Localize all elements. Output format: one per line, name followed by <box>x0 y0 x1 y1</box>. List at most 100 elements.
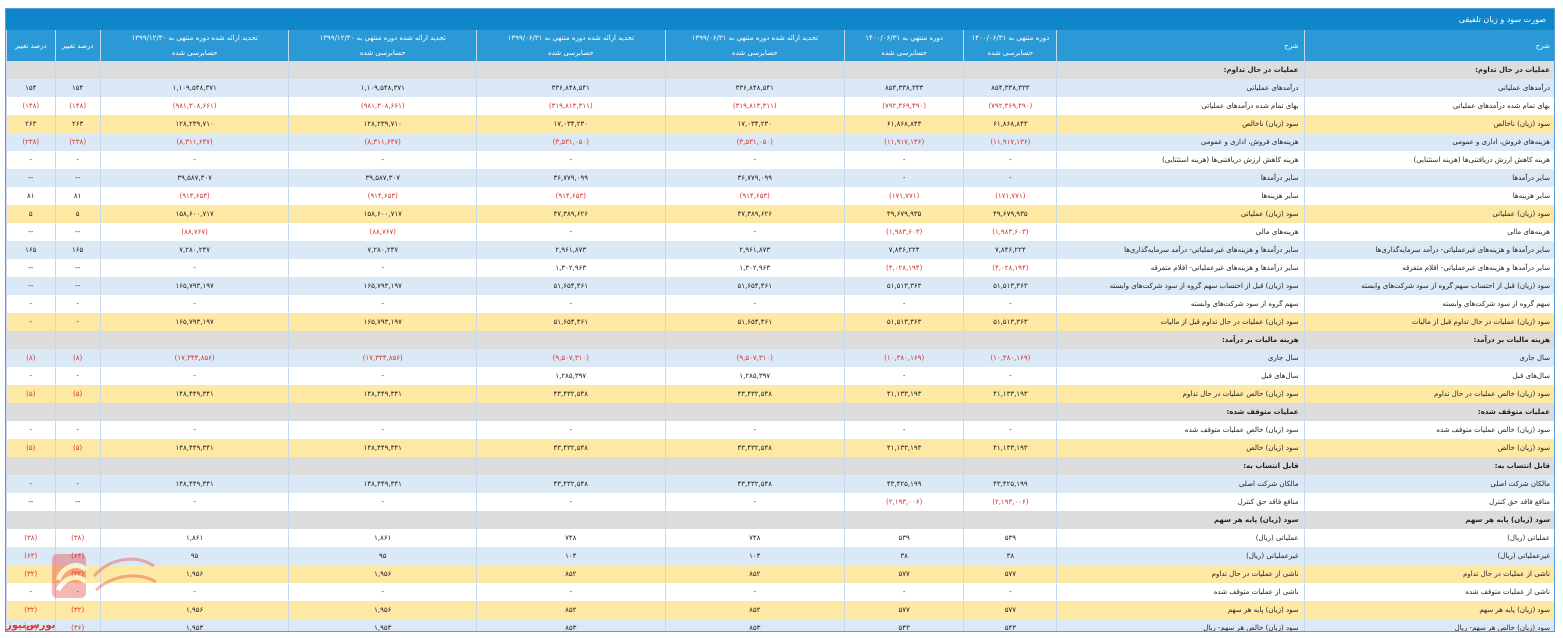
value-cell: - <box>288 295 477 313</box>
row-label-secondary: سایر هزینه‌ها <box>1056 187 1305 205</box>
change-pct-cell: (۵) <box>6 385 56 403</box>
value-cell <box>664 457 845 475</box>
row-label-secondary: سود (زیان) عملیات در حال تداوم قبل از ما… <box>1056 313 1305 331</box>
row-label-secondary: عملیات در حال تداوم: <box>1056 61 1305 79</box>
value-cell: ۴۳,۴۳۲,۵۴۸ <box>476 475 666 493</box>
table-row: سایر درآمدها و هزینه‌های غیرعملیاتی- اقل… <box>6 259 1554 277</box>
value-cell: (۸۸,۷۶۷) <box>288 223 477 241</box>
value-cell: ۹۵ <box>288 547 477 565</box>
change-pct-cell <box>6 457 56 475</box>
value-cell: - <box>664 583 845 601</box>
row-label: سود (زیان) پایه هر سهم <box>1303 511 1554 529</box>
value-cell: (۱۱,۹۱۷,۱۳۶) <box>963 133 1058 151</box>
value-cell <box>476 511 666 529</box>
change-pct-cell <box>6 331 56 349</box>
value-cell <box>99 403 290 421</box>
value-cell: - <box>288 259 477 277</box>
value-cell: ۵۳۹ <box>843 529 965 547</box>
value-cell: ۶۱,۸۶۸,۸۴۳ <box>963 115 1058 133</box>
value-cell: ۴۳,۴۳۲,۵۴۸ <box>664 385 845 403</box>
value-cell: - <box>963 151 1058 169</box>
value-cell: (۱۰,۳۸۰,۱۶۹) <box>843 349 965 367</box>
table-row: سود (زیان) پایه هر سهم سود (زیان) پایه هر… <box>6 511 1554 529</box>
change-pct-cell <box>54 457 101 475</box>
value-cell: ۸۵۲ <box>664 565 845 583</box>
value-cell: ۱۶۵,۷۹۳,۱۹۷ <box>288 313 477 331</box>
row-label-secondary: سود (زیان) قبل از احتساب سهم گروه از سود… <box>1056 277 1305 295</box>
value-cell: (۲,۱۹۳,۰۰۶) <box>843 493 965 511</box>
value-cell: (۱۷,۳۴۴,۸۵۶) <box>99 349 290 367</box>
value-cell: ۴۳,۴۲۵,۱۹۹ <box>843 475 965 493</box>
value-cell: ۸۵۲ <box>476 565 666 583</box>
value-cell: ۱۲۸,۲۳۹,۷۱۰ <box>99 115 290 133</box>
row-label-secondary: سایر درآمدها و هزینه‌های غیرعملیاتی- درآ… <box>1056 241 1305 259</box>
column-header-period: تجدید ارائه شده دوره منتهی به ۱۳۹۹/۰۶/۳۱ <box>664 30 845 46</box>
value-cell <box>288 403 477 421</box>
value-cell: ۴۳,۴۳۲,۵۴۸ <box>476 385 666 403</box>
value-cell: ۳۳۶,۸۴۸,۵۴۱ <box>476 79 666 97</box>
row-label-secondary: سود (زیان) عملیاتی <box>1056 205 1305 223</box>
table-row: سود (زیان) خالص عملیات متوقف شده سود (زیا… <box>6 421 1554 439</box>
change-pct-cell: - <box>54 583 101 601</box>
change-pct-cell: -- <box>6 223 56 241</box>
value-cell: ۵۱,۶۵۴,۴۶۱ <box>664 277 845 295</box>
value-cell: (۱,۹۸۳,۶۰۳) <box>963 223 1058 241</box>
value-cell: (۲,۱۹۳,۰۰۶) <box>963 493 1058 511</box>
value-cell: ۵۱,۶۵۴,۴۶۱ <box>476 277 666 295</box>
row-label-secondary: هزینه کاهش ارزش دریافتنی‌ها (هزینه استثن… <box>1056 151 1305 169</box>
value-cell: ۳۸ <box>843 547 965 565</box>
change-pct-cell: (۱۴۸) <box>54 97 101 115</box>
value-cell: ۱,۸۶۱ <box>288 529 477 547</box>
change-pct-cell: - <box>6 475 56 493</box>
header-audit-row: حسابرسی شده حسابرسی شده حسابرسی شده حساب… <box>7 46 1555 61</box>
audit-status: حسابرسی شده <box>843 46 965 61</box>
table-row: سود (زیان) عملیاتی سود (زیان) عملیاتی ۴۹,۶… <box>6 205 1554 223</box>
table-row: سایر درآمدها سایر درآمدها - -۳۶,۷۷۹,۰۹۹ ۳۶,۷… <box>6 169 1554 187</box>
value-cell: ۵۴۳ <box>843 619 965 631</box>
row-label: سایر درآمدها و هزینه‌های غیرعملیاتی- اقل… <box>1303 259 1554 277</box>
value-cell: - <box>843 169 965 187</box>
row-label: سود (زیان) قبل از احتساب سهم گروه از سود… <box>1303 277 1554 295</box>
row-label-secondary: سود (زیان) پایه هر سهم <box>1056 601 1305 619</box>
value-cell: (۷۹۲,۴۶۹,۴۹۰) <box>843 97 965 115</box>
value-cell: (۱۰,۳۸۰,۱۶۹) <box>963 349 1058 367</box>
value-cell: ۱,۹۵۶ <box>288 565 477 583</box>
row-label-secondary: منافع فاقد حق کنترل <box>1056 493 1305 511</box>
value-cell: - <box>476 421 666 439</box>
value-cell <box>476 61 666 79</box>
value-cell: ۴۷,۳۸۹,۶۲۶ <box>476 205 666 223</box>
value-cell: - <box>843 151 965 169</box>
value-cell: ۱۶۵,۷۹۳,۱۹۷ <box>99 313 290 331</box>
column-header-period: دوره منتهی به ۱۴۰۰/۰۶/۳۱ <box>963 30 1058 46</box>
row-label: سود (زیان) عملیات در حال تداوم قبل از ما… <box>1303 313 1554 331</box>
row-label-secondary: هزینه‌های مالی <box>1056 223 1305 241</box>
value-cell: ۱,۹۵۶ <box>288 601 477 619</box>
row-label-secondary: سود (زیان) خالص <box>1056 439 1305 457</box>
value-cell <box>476 403 666 421</box>
value-cell: ۱,۱۰۹,۵۴۸,۳۷۱ <box>99 79 290 97</box>
row-label: سود (زیان) خالص عملیات متوقف شده <box>1303 421 1554 439</box>
value-cell: (۳,۵۳۱,۰۵۰) <box>476 133 666 151</box>
value-cell: ۹۵ <box>99 547 290 565</box>
value-cell: - <box>99 259 290 277</box>
table-row: سود (زیان) خالص سود (زیان) خالص ۴۱,۱۳۳,۱۹۳… <box>6 439 1554 457</box>
row-label-secondary: سود (زیان) خالص هر سهم- ریال <box>1056 619 1305 631</box>
row-label-secondary: قابل انتساب به: <box>1056 457 1305 475</box>
value-cell: (۹,۵۰۷,۳۱۰) <box>664 349 845 367</box>
row-label-secondary: درآمدهای عملیاتی <box>1056 79 1305 97</box>
row-label-secondary: سود (زیان) ناخالص <box>1056 115 1305 133</box>
row-label-secondary: هزینه مالیات بر درآمد: <box>1056 331 1305 349</box>
change-pct-cell <box>54 403 101 421</box>
value-cell <box>843 61 965 79</box>
change-pct-cell: -- <box>54 169 101 187</box>
value-cell: ۲,۹۶۱,۸۷۳ <box>476 241 666 259</box>
value-cell <box>664 331 845 349</box>
value-cell: ۵۷۷ <box>963 565 1058 583</box>
value-cell: ۳۹,۵۸۷,۳۰۷ <box>99 169 290 187</box>
change-pct-cell: - <box>54 151 101 169</box>
value-cell: - <box>664 151 845 169</box>
change-pct-cell: (۶۳) <box>6 547 56 565</box>
row-label-secondary: مالکان شرکت اصلی <box>1056 475 1305 493</box>
change-pct-cell: - <box>54 313 101 331</box>
value-cell: - <box>288 151 477 169</box>
